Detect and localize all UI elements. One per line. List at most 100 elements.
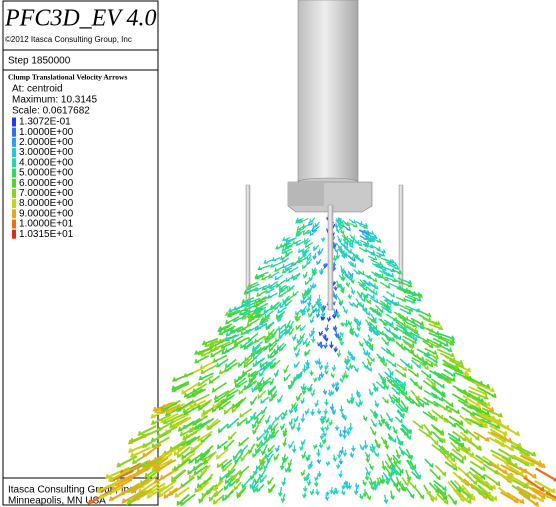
velocity-arrow [476, 479, 494, 491]
velocity-arrow [304, 408, 310, 416]
velocity-arrow [469, 466, 486, 480]
velocity-arrow [305, 304, 311, 313]
velocity-arrow [265, 450, 274, 459]
velocity-arrow [263, 258, 274, 264]
velocity-arrow [316, 408, 322, 415]
velocity-arrow [335, 218, 340, 224]
velocity-arrow [267, 385, 277, 395]
velocity-arrow [369, 312, 377, 323]
velocity-arrow [331, 382, 336, 389]
velocity-arrow [309, 488, 315, 496]
velocity-arrow [368, 463, 374, 471]
velocity-arrow [391, 387, 400, 396]
velocity-arrow [241, 477, 252, 489]
velocity-arrow [384, 276, 397, 283]
velocity-arrow [341, 481, 346, 491]
velocity-arrow [404, 396, 415, 405]
velocity-arrow [319, 341, 324, 349]
velocity-arrow [224, 387, 236, 397]
velocity-arrow [257, 264, 271, 271]
velocity-arrow [378, 269, 391, 277]
velocity-arrow [263, 343, 272, 352]
velocity-arrow [321, 304, 327, 311]
velocity-arrow [308, 386, 313, 393]
footer-line: Itasca Consulting Group, Inc. [8, 485, 137, 496]
velocity-arrow [363, 273, 372, 280]
velocity-arrow [243, 341, 256, 350]
velocity-arrow [245, 297, 261, 305]
velocity-arrow [392, 426, 398, 435]
velocity-arrow [301, 451, 307, 460]
velocity-arrow [405, 305, 421, 313]
velocity-arrow [317, 341, 322, 347]
velocity-arrow [339, 377, 344, 383]
velocity-arrow [298, 218, 309, 224]
velocity-arrow [368, 341, 374, 349]
velocity-arrow [265, 357, 277, 367]
velocity-arrow [428, 323, 444, 330]
velocity-arrow [444, 356, 464, 365]
velocity-arrow [408, 290, 422, 297]
velocity-arrow [180, 476, 195, 489]
velocity-arrow [409, 331, 421, 339]
velocity-arrow [295, 310, 302, 316]
velocity-arrow [412, 420, 424, 430]
velocity-arrow [233, 337, 247, 348]
velocity-arrow [316, 259, 322, 266]
velocity-arrow [142, 435, 162, 449]
velocity-arrow [423, 389, 438, 400]
velocity-arrow [183, 386, 202, 398]
velocity-arrow [310, 389, 316, 397]
velocity-arrow [369, 445, 375, 453]
velocity-arrow [216, 448, 229, 460]
velocity-arrow [194, 419, 211, 431]
velocity-arrow [347, 293, 353, 300]
velocity-arrow [238, 436, 250, 447]
legend-label: 1.3072E-01 [19, 117, 71, 128]
velocity-arrow [365, 454, 371, 464]
velocity-arrow [236, 380, 248, 389]
velocity-arrow [269, 393, 278, 403]
velocity-arrow [216, 358, 229, 368]
velocity-arrow [283, 364, 290, 374]
velocity-arrow [328, 419, 333, 427]
velocity-arrow [250, 313, 259, 321]
velocity-arrow [312, 307, 317, 314]
velocity-arrow [208, 375, 221, 385]
velocity-arrow [390, 490, 395, 501]
velocity-arrow [432, 386, 446, 398]
title: PFC3D_EV 4.0 [4, 6, 157, 32]
viewport [87, 0, 556, 507]
velocity-arrow [359, 493, 364, 500]
velocity-arrow [381, 460, 387, 471]
velocity-arrow [254, 335, 266, 344]
velocity-arrow [293, 361, 300, 369]
velocity-arrow [323, 342, 328, 349]
velocity-arrow [324, 494, 330, 502]
legend-label: 1.0315E+01 [19, 229, 74, 240]
velocity-arrow [281, 248, 293, 254]
velocity-arrow [258, 460, 266, 472]
velocity-arrow [399, 358, 410, 368]
velocity-arrow [358, 341, 364, 348]
velocity-arrow [423, 317, 441, 326]
velocity-arrow [516, 485, 537, 500]
velocity-arrow [281, 257, 290, 263]
velocity-arrow [369, 289, 378, 296]
velocity-arrow [271, 429, 280, 439]
velocity-arrow [401, 423, 411, 434]
velocity-arrow [460, 431, 472, 443]
velocity-arrow [374, 438, 381, 449]
velocity-arrow [297, 372, 303, 380]
velocity-arrow [312, 253, 317, 261]
velocity-arrow [244, 325, 259, 335]
velocity-arrow [290, 423, 296, 431]
velocity-arrow [297, 248, 305, 253]
velocity-arrow [300, 413, 306, 423]
velocity-arrow [154, 471, 173, 484]
velocity-arrow [218, 323, 233, 331]
velocity-arrow [305, 340, 311, 348]
velocity-arrow [197, 430, 213, 442]
velocity-arrow [263, 376, 272, 385]
velocity-arrow [270, 422, 279, 432]
